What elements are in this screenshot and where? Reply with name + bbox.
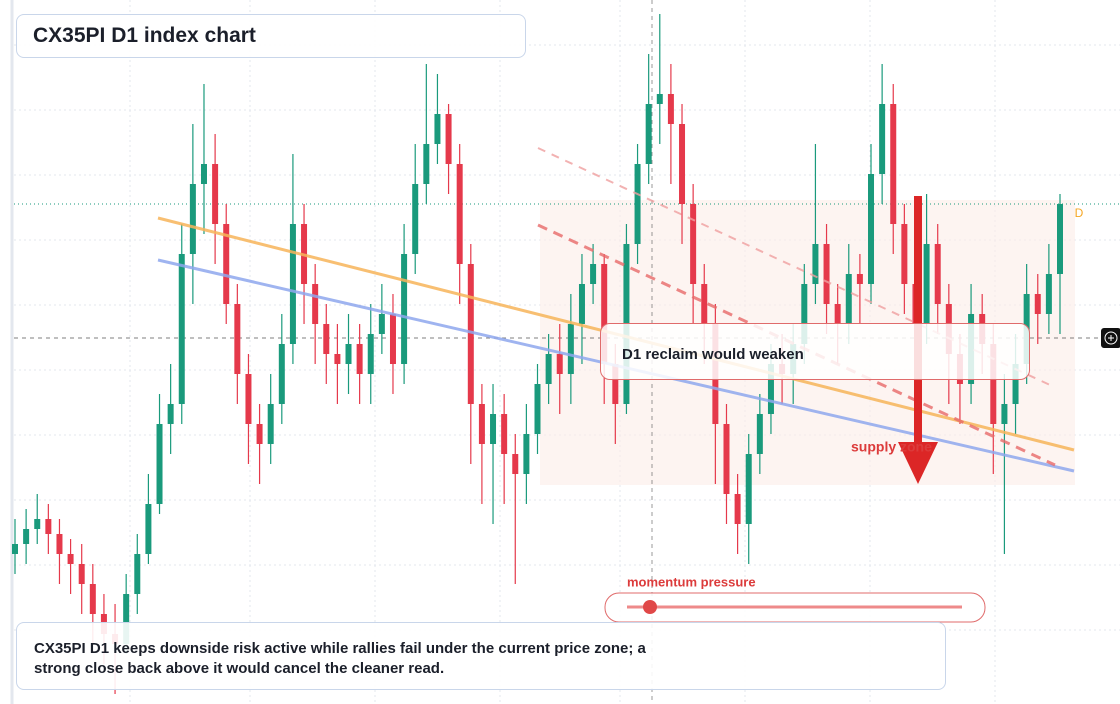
candle-body [245,374,252,424]
candle-body [845,274,852,324]
candle-body [656,94,663,104]
add-icon [1108,335,1114,341]
candle-body [223,224,230,304]
add-icon [1104,331,1118,345]
candle-body [67,554,74,564]
candle-body [578,284,585,324]
candle-body [89,584,96,614]
candle-body [645,104,652,164]
candle-body [901,224,908,284]
candle-body [545,354,552,384]
candle-body [423,144,430,184]
candle-body [345,344,352,364]
candle-body [456,164,463,264]
channel-line [537,223,1056,467]
candle-body [490,414,497,444]
candle-body [267,404,274,444]
momentum-knob[interactable] [643,600,657,614]
momentum-label: momentum pressure [627,574,756,589]
candle-body [723,424,730,494]
candle-body [189,184,196,254]
candle-body [523,434,530,474]
candle-body [278,344,285,404]
candle-body [445,114,452,164]
note: CX35PI D1 keeps downside risk active whi… [16,622,946,690]
candle-body [178,254,185,404]
candle-body [200,164,207,184]
candle-body [534,384,541,434]
candle-body [667,94,674,124]
candle-body [323,324,330,354]
candle-body [145,504,152,554]
candle-body [389,314,396,364]
candle-body [1057,204,1063,274]
candle-body [612,364,619,404]
candle-body [156,424,163,504]
candle-body [334,354,341,364]
candle-body [467,264,474,404]
arrow-head [898,442,938,484]
note-text: CX35PI D1 keeps downside risk active whi… [34,640,646,677]
candle-body [1034,294,1041,314]
candle-body [634,164,641,244]
candle-body [312,284,319,324]
candle-body [601,264,608,364]
candle-body [167,404,174,424]
candle-body [212,164,219,224]
candle-body [378,314,385,334]
candle-body [834,304,841,324]
candle-body [256,424,263,444]
candle-body [756,414,763,454]
candle-body [701,284,708,324]
candle-body [1001,404,1008,424]
candle-body [923,244,930,324]
candle-body [934,244,941,304]
candle-body [23,529,30,544]
candle-body [812,244,819,284]
candle-body [434,114,441,144]
candle-body [478,404,485,444]
candle-body [234,304,241,374]
candle-body [823,244,830,304]
candle-body [367,334,374,374]
candle-body [56,534,63,554]
candle-body [868,174,875,284]
reclaim-callout: D1 reclaim would weaken [600,323,1030,380]
candle-body [12,544,18,554]
candle-body [567,324,574,374]
candle-body [745,454,752,524]
chart-title: CX35PI D1 index chart [16,14,526,58]
candle-body [801,284,808,344]
candle-body [679,124,686,204]
candle-body [990,344,997,424]
candle-body [401,254,408,364]
candle-body [890,104,897,224]
candle-body [501,414,508,454]
candle-body [767,364,774,414]
candle-body [690,204,697,284]
zone-label: supply zone [851,439,932,455]
candle-body [34,519,41,529]
candle-body [289,224,296,344]
candle-body [45,519,52,534]
candle-body [590,264,597,284]
candle-body [78,564,85,584]
candle-body [412,184,419,254]
candle-body [356,344,363,374]
candle-body [1012,364,1019,404]
badge: D [1075,206,1084,220]
candle-body [512,454,519,474]
candle-body [123,594,130,644]
candle-body [856,274,863,284]
candle-body [134,554,141,594]
candle-body [1045,274,1052,314]
candle-body [556,354,563,374]
candle-body [734,494,741,524]
candle-body [879,104,886,174]
